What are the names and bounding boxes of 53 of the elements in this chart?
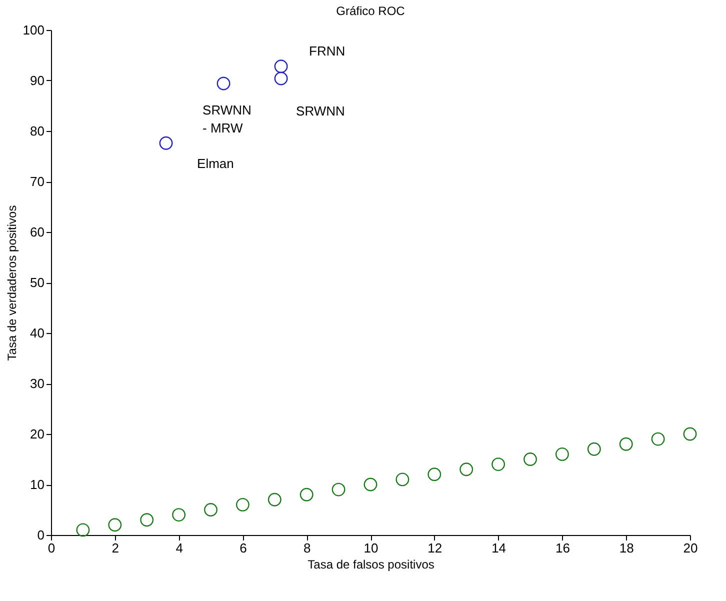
chart-title: Gráfico ROC: [336, 4, 406, 18]
point: [524, 452, 537, 466]
point: [396, 472, 410, 486]
x-tick-label: 18: [619, 540, 634, 556]
point: [236, 498, 250, 512]
y-tick-label: 100: [22, 22, 44, 38]
annotation: FRNN: [309, 43, 346, 58]
x-tick-label: 12: [428, 540, 442, 556]
point: [683, 427, 697, 441]
point: [619, 437, 633, 451]
point: [159, 136, 173, 150]
x-tick-label: 6: [240, 540, 247, 556]
x-tick-label: 4: [176, 540, 183, 556]
x-tick-label: 14: [492, 540, 506, 556]
point: [332, 482, 346, 496]
x-tick-label: 8: [303, 540, 311, 556]
annotation: SRWNN - MRW: [202, 102, 252, 136]
point: [108, 518, 122, 532]
x-tick-label: 0: [48, 540, 56, 556]
annotation: SRWNN: [296, 103, 345, 118]
point: [428, 468, 442, 482]
point: [364, 478, 378, 492]
point: [216, 76, 230, 90]
x-tick-label: 10: [364, 540, 378, 556]
x-tick-label: 2: [112, 540, 120, 556]
x-tick-label: 20: [683, 540, 698, 556]
point: [460, 462, 474, 476]
annotation: Elman: [197, 156, 234, 172]
x-axis-title: Tasa de falsos positivos: [308, 558, 434, 572]
y-tick-label: 10: [30, 477, 44, 492]
point: [274, 60, 288, 74]
y-tick-label: 80: [30, 124, 44, 138]
point: [587, 442, 601, 456]
y-tick-label: 50: [30, 275, 44, 290]
x-tick-label: 16: [555, 540, 570, 556]
y-tick-label: 70: [30, 174, 44, 189]
y-tick-label: 40: [30, 326, 44, 340]
point: [268, 492, 282, 506]
y-tick-label: 0: [37, 528, 44, 542]
y-tick-label: 90: [30, 73, 44, 88]
point: [492, 458, 506, 472]
point: [555, 447, 569, 461]
point: [274, 72, 288, 86]
y-axis-title: Tasa de verdaderos positivos: [4, 205, 19, 361]
point: [140, 513, 154, 527]
point: [204, 503, 218, 516]
point: [300, 488, 314, 502]
y-tick-label: 60: [30, 224, 44, 240]
point: [172, 508, 186, 522]
y-tick-label: 30: [30, 376, 44, 391]
point: [76, 523, 90, 537]
point: [651, 432, 665, 446]
y-tick-label: 20: [30, 426, 44, 442]
